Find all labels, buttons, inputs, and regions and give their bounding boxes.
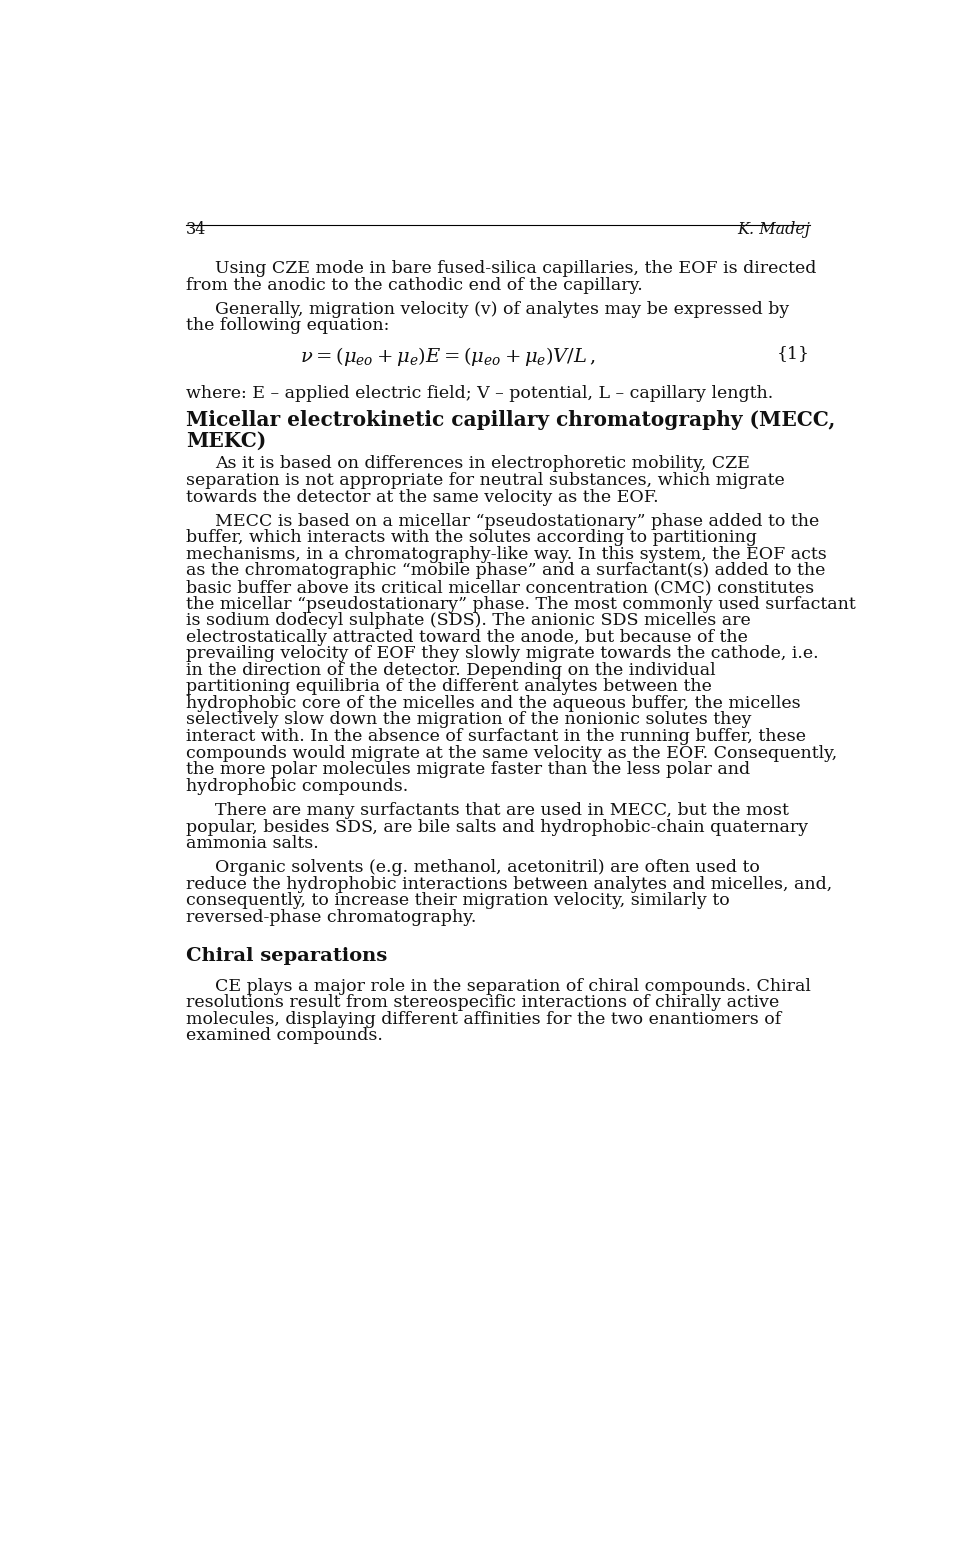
Text: Organic solvents (e.g. methanol, acetonitril) are often used to: Organic solvents (e.g. methanol, acetoni… bbox=[215, 859, 760, 877]
Text: the more polar molecules migrate faster than the less polar and: the more polar molecules migrate faster … bbox=[186, 761, 750, 778]
Text: popular, besides SDS, are bile salts and hydrophobic-chain quaternary: popular, besides SDS, are bile salts and… bbox=[186, 819, 808, 836]
Text: hydrophobic compounds.: hydrophobic compounds. bbox=[186, 777, 408, 794]
Text: selectively slow down the migration of the nonionic solutes they: selectively slow down the migration of t… bbox=[186, 712, 752, 729]
Text: examined compounds.: examined compounds. bbox=[186, 1028, 383, 1045]
Text: Chiral separations: Chiral separations bbox=[186, 947, 387, 965]
Text: where: E – applied electric field; V – potential, L – capillary length.: where: E – applied electric field; V – p… bbox=[186, 385, 773, 402]
Text: prevailing velocity of EOF they slowly migrate towards the cathode, i.e.: prevailing velocity of EOF they slowly m… bbox=[186, 645, 819, 662]
Text: in the direction of the detector. Depending on the individual: in the direction of the detector. Depend… bbox=[186, 662, 715, 679]
Text: hydrophobic core of the micelles and the aqueous buffer, the micelles: hydrophobic core of the micelles and the… bbox=[186, 694, 801, 712]
Text: CE plays a major role in the separation of chiral compounds. Chiral: CE plays a major role in the separation … bbox=[215, 978, 811, 995]
Text: $\nu = \left(\mu_{eo} + \mu_{e}\right)E = \left(\mu_{eo} + \mu_{e}\right)V/L\,,$: $\nu = \left(\mu_{eo} + \mu_{e}\right)E … bbox=[300, 346, 596, 369]
Text: As it is based on differences in electrophoretic mobility, CZE: As it is based on differences in electro… bbox=[215, 456, 750, 472]
Text: Micellar electrokinetic capillary chromatography (MECC,: Micellar electrokinetic capillary chroma… bbox=[186, 409, 835, 430]
Text: 34: 34 bbox=[186, 221, 206, 238]
Text: MECC is based on a micellar “pseudostationary” phase added to the: MECC is based on a micellar “pseudostati… bbox=[215, 512, 820, 529]
Text: molecules, displaying different affinities for the two enantiomers of: molecules, displaying different affiniti… bbox=[186, 1010, 781, 1028]
Text: as the chromatographic “mobile phase” and a surfactant(s) added to the: as the chromatographic “mobile phase” an… bbox=[186, 562, 826, 579]
Text: towards the detector at the same velocity as the EOF.: towards the detector at the same velocit… bbox=[186, 489, 659, 506]
Text: K. Madej: K. Madej bbox=[737, 221, 809, 238]
Text: partitioning equilibria of the different analytes between the: partitioning equilibria of the different… bbox=[186, 679, 711, 696]
Text: Using CZE mode in bare fused-silica capillaries, the EOF is directed: Using CZE mode in bare fused-silica capi… bbox=[215, 260, 817, 277]
Text: {1}: {1} bbox=[777, 346, 809, 363]
Text: from the anodic to the cathodic end of the capillary.: from the anodic to the cathodic end of t… bbox=[186, 277, 642, 294]
Text: There are many surfactants that are used in MECC, but the most: There are many surfactants that are used… bbox=[215, 802, 789, 819]
Text: separation is not appropriate for neutral substances, which migrate: separation is not appropriate for neutra… bbox=[186, 472, 784, 489]
Text: the following equation:: the following equation: bbox=[186, 318, 389, 335]
Text: reduce the hydrophobic interactions between analytes and micelles, and,: reduce the hydrophobic interactions betw… bbox=[186, 877, 832, 892]
Text: electrostatically attracted toward the anode, but because of the: electrostatically attracted toward the a… bbox=[186, 629, 748, 646]
Text: basic buffer above its critical micellar concentration (CMC) constitutes: basic buffer above its critical micellar… bbox=[186, 579, 814, 596]
Text: is sodium dodecyl sulphate (SDS). The anionic SDS micelles are: is sodium dodecyl sulphate (SDS). The an… bbox=[186, 612, 751, 629]
Text: Generally, migration velocity (v) of analytes may be expressed by: Generally, migration velocity (v) of ana… bbox=[215, 301, 789, 318]
Text: buffer, which interacts with the solutes according to partitioning: buffer, which interacts with the solutes… bbox=[186, 529, 756, 547]
Text: consequently, to increase their migration velocity, similarly to: consequently, to increase their migratio… bbox=[186, 892, 730, 909]
Text: mechanisms, in a chromatography-like way. In this system, the EOF acts: mechanisms, in a chromatography-like way… bbox=[186, 547, 827, 564]
Text: resolutions result from stereospecific interactions of chirally active: resolutions result from stereospecific i… bbox=[186, 995, 780, 1010]
Text: MEKC): MEKC) bbox=[186, 431, 266, 452]
Text: interact with. In the absence of surfactant in the running buffer, these: interact with. In the absence of surfact… bbox=[186, 729, 805, 746]
Text: reversed-phase chromatography.: reversed-phase chromatography. bbox=[186, 909, 476, 926]
Text: ammonia salts.: ammonia salts. bbox=[186, 835, 319, 852]
Text: compounds would migrate at the same velocity as the EOF. Consequently,: compounds would migrate at the same velo… bbox=[186, 744, 837, 761]
Text: the micellar “pseudostationary” phase. The most commonly used surfactant: the micellar “pseudostationary” phase. T… bbox=[186, 596, 855, 612]
